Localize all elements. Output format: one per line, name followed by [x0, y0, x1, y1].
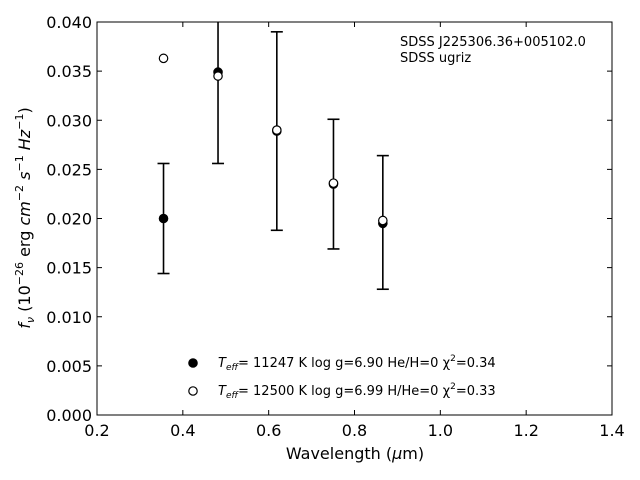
annotation-survey: SDSS ugriz	[400, 51, 471, 66]
axis-ticks: 0.2 0.4 0.6 0.8 1.0 1.2 1.4 0.000 0.005 0.010 0.01…	[46, 13, 625, 440]
y-tick-label: 0.015	[46, 259, 92, 278]
data-point-open	[328, 178, 339, 188]
y-tick-label: 0.035	[46, 62, 92, 81]
legend-marker-open	[188, 386, 198, 396]
y-tick-label: 0.030	[46, 111, 92, 130]
y-tick-label: 0.040	[46, 13, 92, 32]
x-axis-label: Wavelength (μm)	[286, 444, 424, 463]
data-point-open	[378, 215, 388, 226]
data-markers	[158, 53, 388, 229]
plot-area	[96, 21, 613, 416]
x-tick-label: 0.4	[170, 421, 195, 440]
data-point-open	[213, 71, 223, 81]
legend: Teff= 11247 K log g=6.90 He/H=0 χ2=0.34 …	[188, 354, 496, 401]
data-point-filled	[158, 213, 169, 224]
data-point-open	[272, 125, 282, 135]
x-tick-label: 0.8	[342, 421, 367, 440]
y-tick-label: 0.020	[46, 210, 92, 229]
x-tick-label: 1.2	[513, 421, 538, 440]
x-tick-label: 0.2	[84, 421, 109, 440]
data-point-open	[158, 53, 169, 64]
annotation-object: SDSS J225306.36+005102.0	[400, 35, 586, 50]
legend-entry-filled: Teff= 11247 K log g=6.90 He/H=0 χ2=0.34	[188, 354, 496, 373]
legend-label-filled: Teff= 11247 K log g=6.90 He/H=0 χ2=0.34	[218, 354, 496, 373]
y-tick-label: 0.025	[46, 160, 92, 179]
y-tick-label: 0.005	[46, 357, 92, 376]
y-tick-label: 0.000	[46, 406, 92, 425]
legend-label-open: Teff= 12500 K log g=6.99 H/He=0 χ2=0.33	[218, 382, 496, 401]
legend-entry-open: Teff= 12500 K log g=6.99 H/He=0 χ2=0.33	[188, 382, 496, 401]
x-tick-label: 1.4	[599, 421, 624, 440]
x-tick-label: 0.6	[256, 421, 281, 440]
y-tick-label: 0.010	[46, 308, 92, 327]
legend-marker-filled	[188, 358, 198, 368]
y-axis-label: fν (10−26 erg cm−2 s−1 Hz−1)	[13, 107, 37, 328]
x-tick-label: 1.0	[428, 421, 453, 440]
